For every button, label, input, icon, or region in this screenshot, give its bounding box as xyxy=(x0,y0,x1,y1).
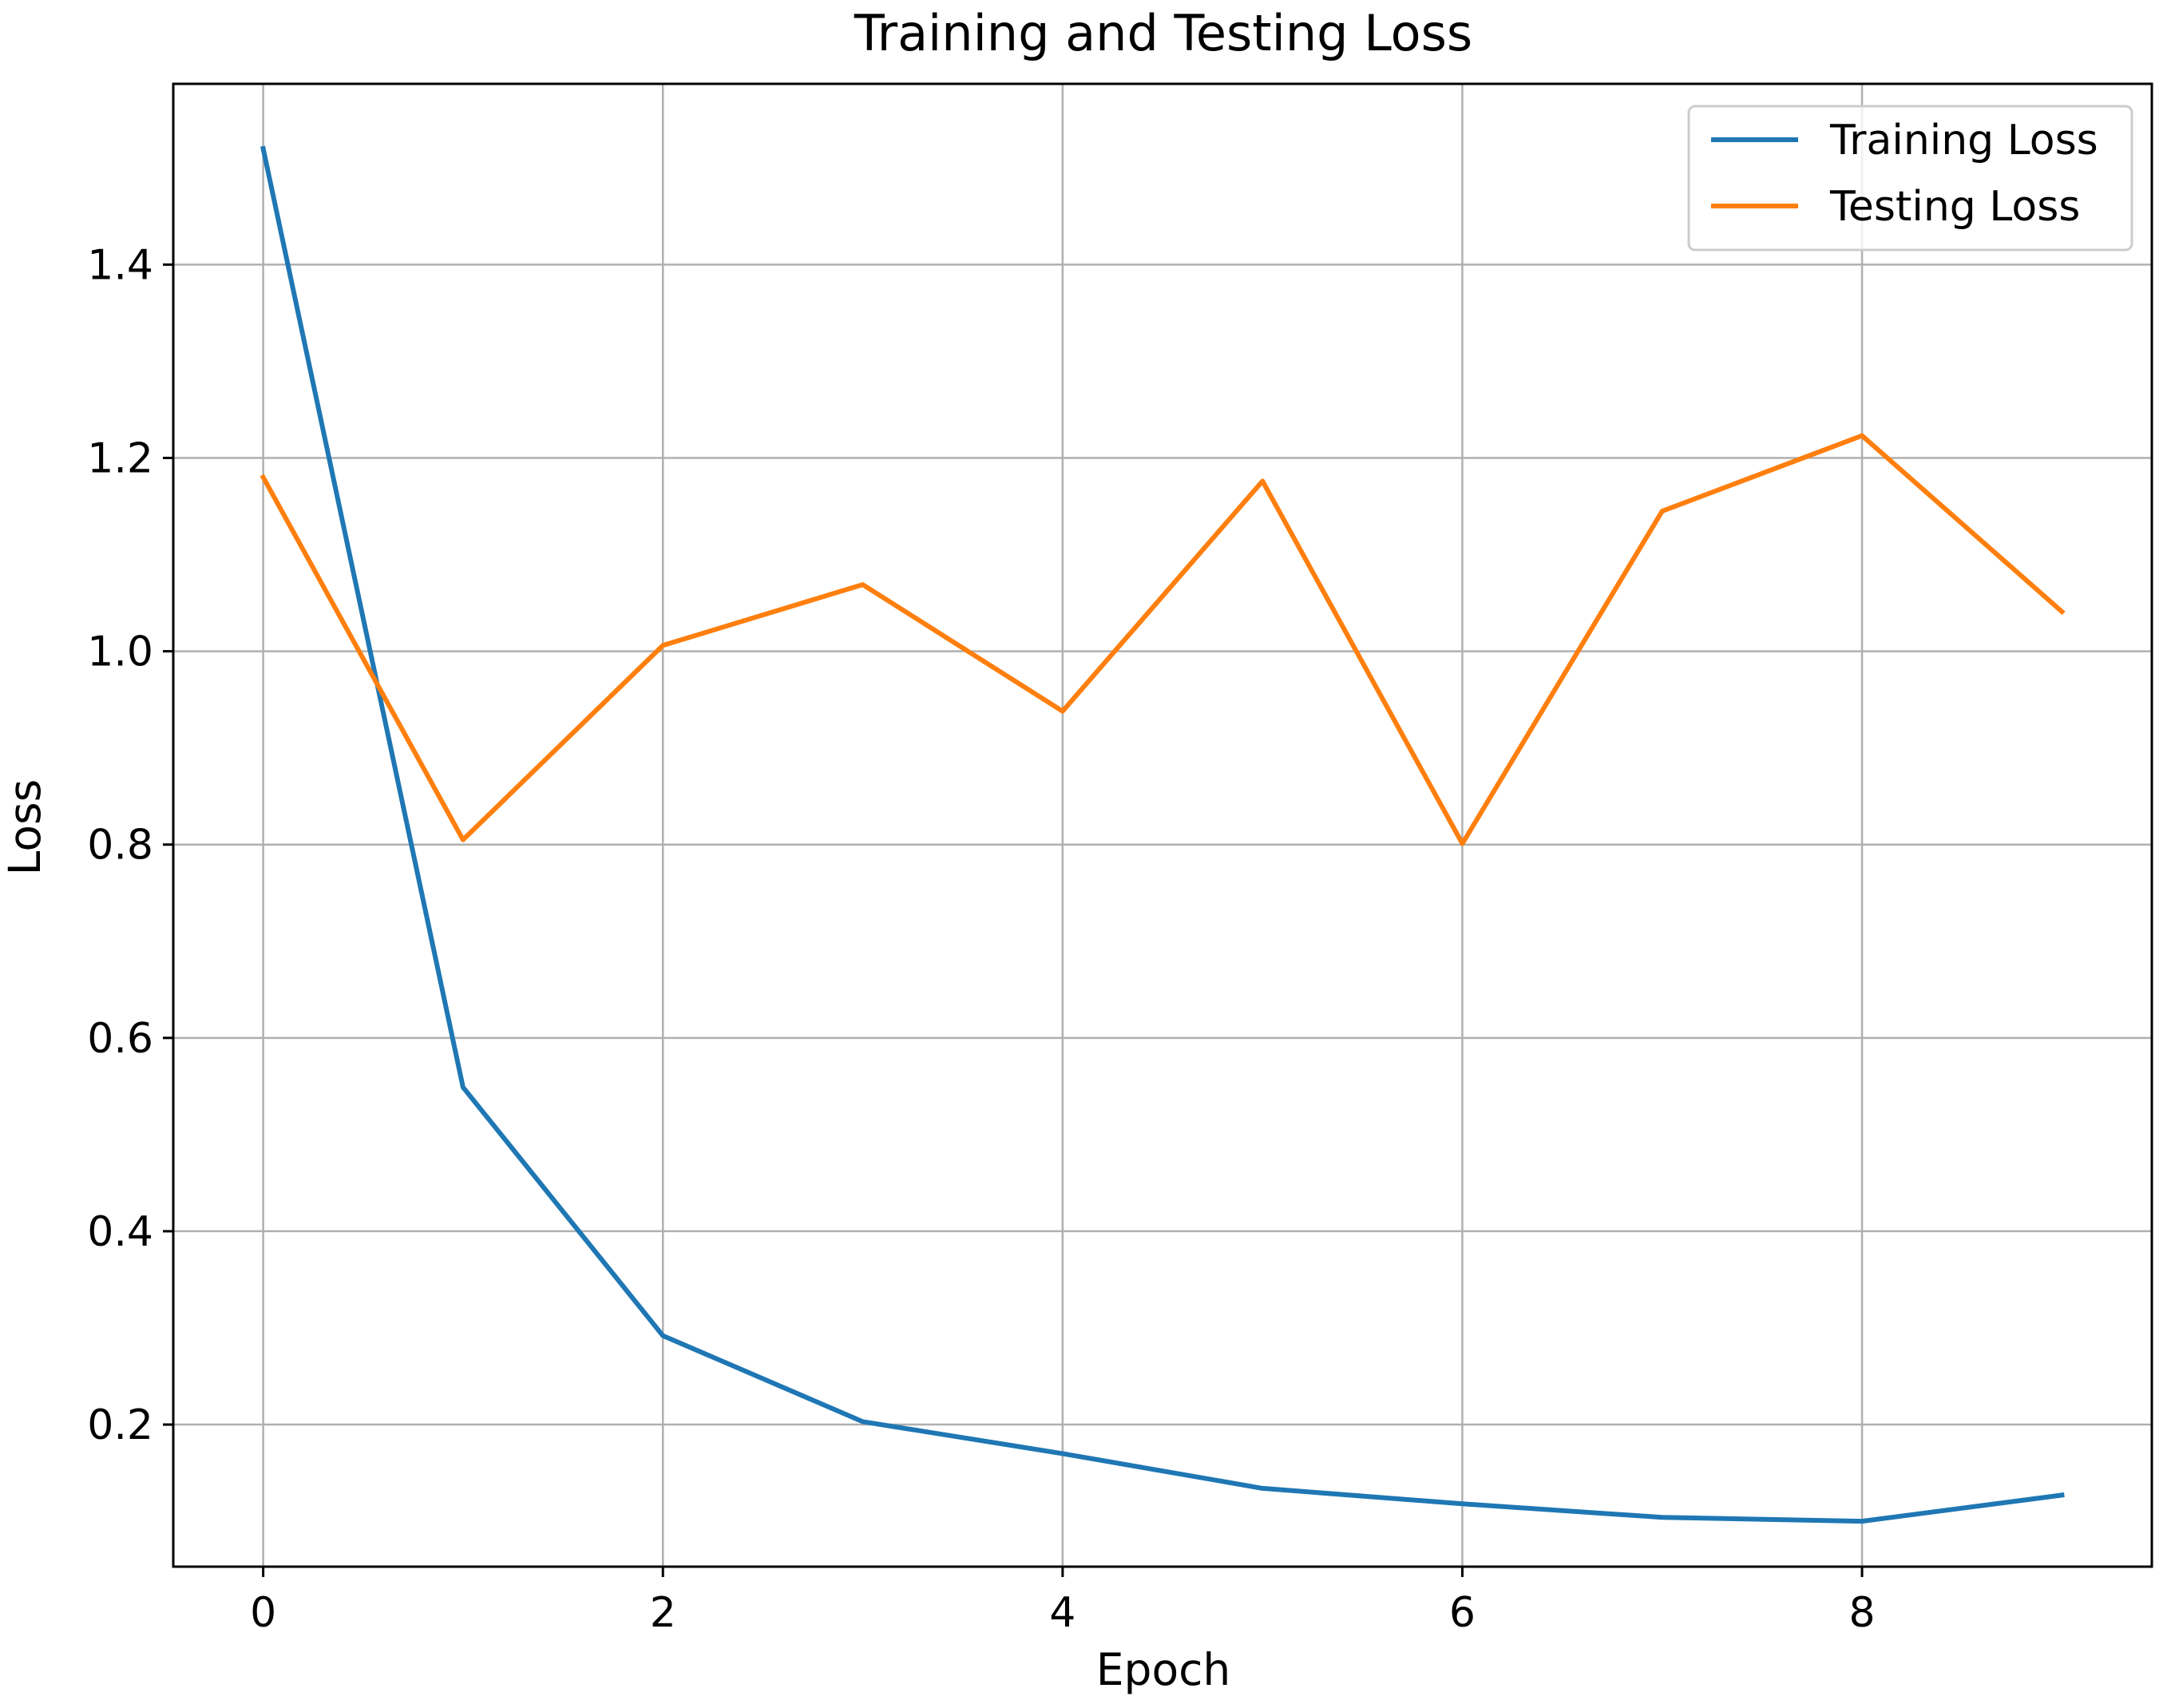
x-tick-label: 4 xyxy=(1049,1589,1076,1637)
y-axis-ticks: 0.2 0.4 0.6 0.8 1.0 1.2 1.4 xyxy=(87,241,173,1449)
series-line-training-loss xyxy=(260,145,2065,1524)
x-tick-label: 2 xyxy=(650,1589,676,1637)
series-lines xyxy=(259,145,2066,1524)
legend-box xyxy=(1687,105,2133,252)
legend: Training Loss Testing Loss xyxy=(1687,105,2133,252)
x-axis-ticks: 0 2 4 6 8 xyxy=(250,1567,1876,1637)
y-tick-label: 0.8 xyxy=(87,822,153,870)
y-tick-label: 0.2 xyxy=(87,1401,153,1449)
y-tick-label: 0.6 xyxy=(87,1015,153,1063)
series-line-testing-loss xyxy=(259,433,2066,846)
legend-label-testing-loss: Testing Loss xyxy=(1829,183,2080,231)
x-tick-label: 0 xyxy=(250,1589,276,1637)
grid-lines xyxy=(173,84,2152,1567)
y-tick-label: 1.4 xyxy=(87,241,153,289)
y-tick-label: 1.2 xyxy=(87,434,153,482)
plot-area-frame xyxy=(172,82,2153,1568)
chart-title: Training and Testing Loss xyxy=(854,4,1472,62)
x-tick-label: 8 xyxy=(1849,1589,1876,1637)
x-axis-label: Epoch xyxy=(1096,1644,1230,1695)
x-tick-label: 6 xyxy=(1449,1589,1476,1637)
y-tick-label: 1.0 xyxy=(87,628,153,676)
y-axis-label: Loss xyxy=(0,779,50,876)
y-tick-label: 0.4 xyxy=(87,1208,153,1256)
legend-label-training-loss: Training Loss xyxy=(1829,117,2098,164)
